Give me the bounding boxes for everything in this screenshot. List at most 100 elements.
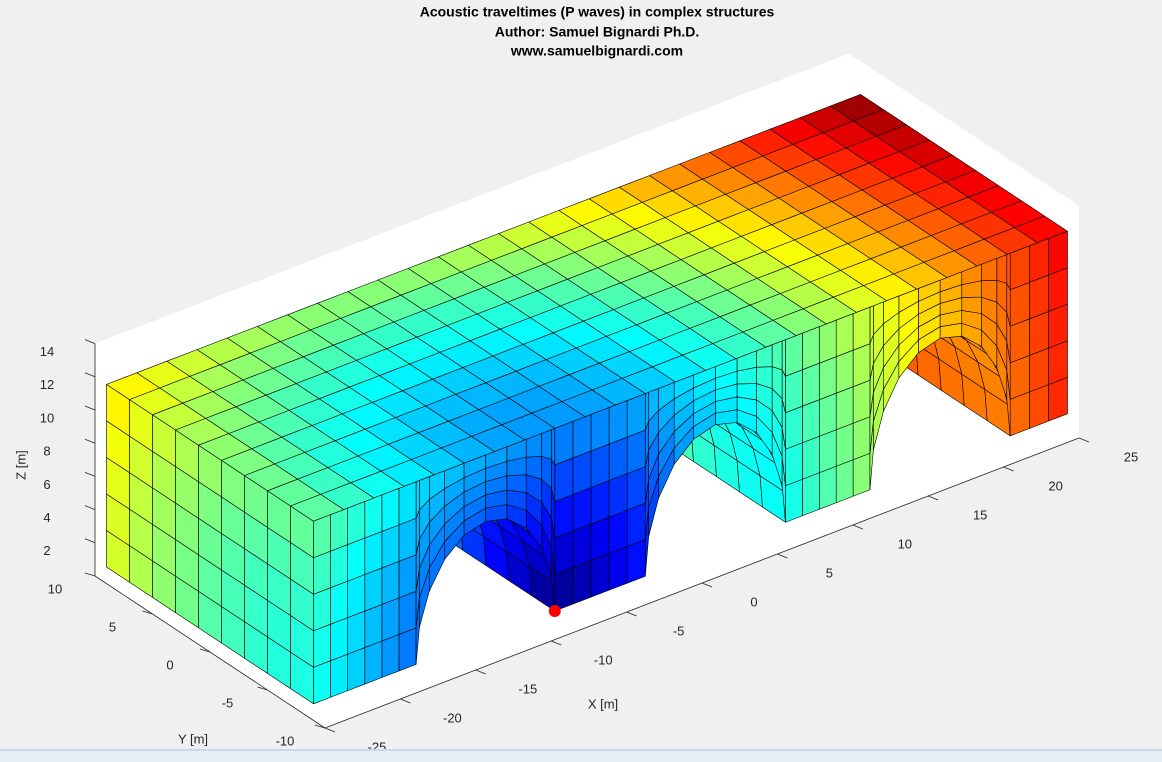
z-tick-label: 4 xyxy=(43,510,50,525)
x-tick xyxy=(324,727,336,733)
mesh-cell xyxy=(590,553,610,598)
mesh-cell xyxy=(364,567,383,612)
mesh-cell xyxy=(1009,282,1030,327)
mesh-cell xyxy=(818,429,837,474)
mesh-cell xyxy=(330,617,348,662)
mesh-cell xyxy=(364,531,383,575)
mesh-cell xyxy=(1028,274,1049,320)
z-tick-label: 8 xyxy=(43,444,50,459)
mesh-cell xyxy=(364,640,383,685)
mesh-cell xyxy=(785,405,803,450)
x-tick-label: 15 xyxy=(973,507,987,522)
z-tick xyxy=(84,405,96,411)
mesh-cell xyxy=(608,546,628,591)
y-tick xyxy=(199,648,211,653)
x-tick xyxy=(475,669,486,675)
x-tick xyxy=(852,524,863,530)
mesh-cell xyxy=(785,478,803,523)
mesh-cell xyxy=(313,623,331,668)
mesh-cell xyxy=(398,517,417,562)
y-tick xyxy=(257,686,268,691)
mesh-cell xyxy=(590,480,610,525)
bottom-strip xyxy=(0,750,1162,762)
y-tick-label: -10 xyxy=(276,733,295,748)
mesh-cell xyxy=(554,530,574,575)
y-tick xyxy=(314,724,326,729)
mesh-cell xyxy=(313,660,331,705)
mesh-cell xyxy=(590,443,610,488)
mesh-cell xyxy=(802,362,820,407)
z-tick xyxy=(84,372,96,378)
x-tick xyxy=(777,553,788,559)
mesh-cell xyxy=(506,474,527,493)
mesh-cell xyxy=(1048,303,1068,349)
z-tick xyxy=(84,472,96,477)
mesh-cell xyxy=(1009,391,1030,437)
mesh-cell xyxy=(364,494,383,539)
mesh-cell xyxy=(572,414,592,459)
x-tick-label: 5 xyxy=(826,565,833,580)
y-tick-label: 10 xyxy=(48,581,62,596)
mesh-cell xyxy=(608,400,628,445)
x-tick-label: 20 xyxy=(1048,478,1062,493)
mesh-cell xyxy=(313,550,331,595)
mesh-cell xyxy=(381,597,400,642)
x-tick xyxy=(626,611,637,617)
mesh-cell xyxy=(1048,230,1068,276)
mesh-cell xyxy=(572,450,592,495)
mesh-cell xyxy=(608,473,628,518)
mesh-cell xyxy=(572,560,592,605)
mesh-cell xyxy=(1028,384,1049,429)
mesh-cell xyxy=(554,567,574,612)
mesh-cell xyxy=(802,435,820,480)
z-tick-label: 14 xyxy=(40,344,54,359)
mesh-cell xyxy=(996,254,1008,284)
mesh-cell xyxy=(835,349,854,394)
mesh-cell xyxy=(852,306,871,351)
mesh-cell xyxy=(626,466,646,511)
mesh-cell xyxy=(852,416,871,461)
mesh-cell xyxy=(852,343,871,388)
x-tick xyxy=(701,582,713,588)
mesh-cell xyxy=(1028,238,1049,283)
mesh-cell xyxy=(572,523,592,568)
mesh-cell xyxy=(818,392,837,437)
mesh-cell xyxy=(1006,252,1011,291)
mesh-cell xyxy=(554,494,574,539)
mesh-cell xyxy=(1048,340,1068,385)
mesh-cell xyxy=(572,487,592,532)
mesh-cell xyxy=(551,428,556,466)
mesh-cell xyxy=(347,647,366,691)
y-tick-label: 5 xyxy=(109,619,116,634)
x-tick xyxy=(928,495,939,501)
mesh-cell xyxy=(802,326,820,370)
chart-title: Acoustic traveltimes (P waves) in comple… xyxy=(420,4,775,20)
x-axis-label: X [m] xyxy=(588,696,618,711)
x-tick-label: 25 xyxy=(1124,449,1138,464)
mesh-cell xyxy=(541,429,552,460)
mesh-cell xyxy=(626,539,646,584)
x-tick-label: -15 xyxy=(518,681,537,696)
mesh-cell xyxy=(1028,347,1049,393)
source-point xyxy=(548,605,561,617)
mesh-cell xyxy=(785,442,803,487)
x-tick xyxy=(1003,466,1014,472)
mesh-cell xyxy=(381,524,400,569)
mesh-cell xyxy=(835,313,854,357)
z-axis-label: Z [m] xyxy=(13,450,28,480)
mesh-cell xyxy=(802,399,820,444)
mesh-cell xyxy=(381,634,400,678)
mesh-cell xyxy=(785,369,803,414)
z-tick xyxy=(84,339,96,344)
mesh-cell xyxy=(347,610,366,655)
mesh-cell xyxy=(330,653,348,698)
mesh-cell xyxy=(381,488,400,532)
mesh-cell xyxy=(313,587,331,632)
x-tick xyxy=(400,698,411,704)
mesh-cell xyxy=(1028,311,1049,356)
mesh-cell xyxy=(818,319,837,364)
x-tick-label: 0 xyxy=(750,594,757,609)
mesh-cell xyxy=(835,459,854,504)
z-tick-label: 6 xyxy=(43,477,50,492)
